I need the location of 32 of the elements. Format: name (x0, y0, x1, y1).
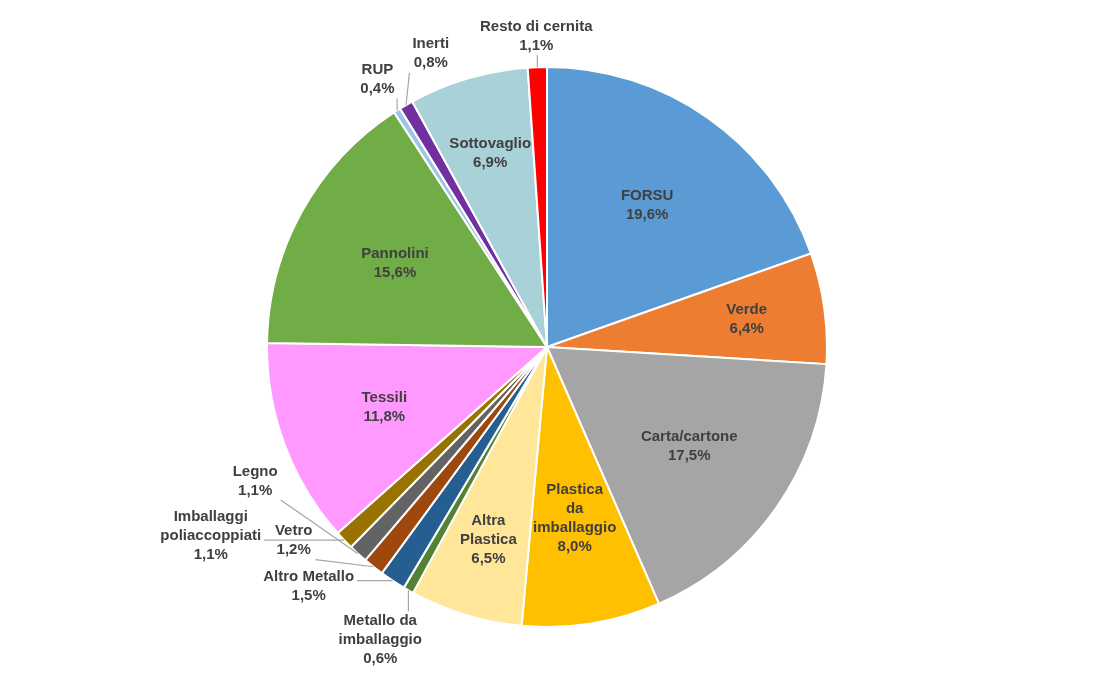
data-label: 0,4% (360, 79, 395, 97)
data-label: 11,8% (363, 407, 406, 425)
data-label: 0,6% (363, 648, 398, 666)
slice-label: Altra Plastica (460, 511, 518, 548)
slice-label: Vetro (274, 521, 313, 539)
slice-label: Sottovaglio (449, 134, 532, 152)
slice-label: Verde (726, 299, 768, 317)
slice-label: RUP (361, 60, 394, 78)
slice-label: Resto di cernita (480, 16, 594, 34)
data-label: 1,2% (276, 540, 311, 558)
slice-label: FORSU (620, 185, 674, 203)
data-label: 15,6% (373, 262, 417, 280)
slice-label: Inerti (412, 34, 450, 52)
data-label: 6,5% (471, 549, 506, 567)
slice-label: Plastica da imballaggio (533, 480, 617, 536)
data-label: 8,0% (557, 537, 592, 555)
data-label: 1,1% (193, 544, 228, 562)
data-label: 1,1% (519, 35, 554, 53)
data-label: 17,5% (667, 446, 711, 464)
slice-label: Altro Metallo (263, 566, 355, 584)
slice-label: Legno (232, 461, 278, 479)
slice-label: Metallo da imballaggio (338, 610, 422, 647)
data-label: 6,4% (729, 318, 764, 336)
data-label: 0,8% (413, 53, 448, 71)
slice-label: Tessili (361, 388, 408, 406)
slice-label: Carta/cartone (640, 427, 738, 445)
data-label: 6,9% (473, 153, 508, 171)
data-label: 19,6% (625, 204, 669, 222)
slice-label: Pannolini (361, 243, 429, 261)
data-label: 1,5% (291, 585, 326, 603)
slice-label: Imballaggi poliaccoppiati (160, 506, 262, 543)
data-label: 1,1% (238, 480, 273, 498)
